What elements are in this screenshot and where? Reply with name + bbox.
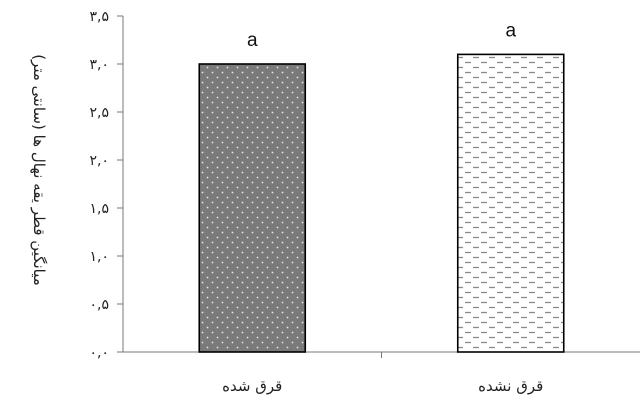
y-tick-label: ۲,۰ (90, 153, 110, 169)
y-axis-title: میانگین قطر یقه نهال ها (سانتی متر) (30, 54, 48, 286)
bar-1 (198, 63, 307, 353)
bar-2 (456, 53, 565, 353)
bars (198, 53, 565, 353)
y-tick-label: ۱,۰ (90, 249, 110, 265)
category-label-1: قرق شده (222, 377, 282, 395)
x-axis (123, 351, 640, 358)
y-axis: ۰,۰ ۰,۵ ۱,۰ ۱,۵ ۲,۰ ۲,۵ ۳,۰ ۳,۵ (90, 9, 124, 361)
data-label-2: a (505, 20, 516, 41)
y-tick-label: ۳,۰ (90, 57, 110, 73)
y-tick-label: ۱,۵ (90, 201, 110, 217)
y-tick-label: ۰,۵ (90, 297, 110, 313)
category-label-2: قرق نشده (478, 377, 543, 395)
category-labels: قرق شده قرق نشده (222, 377, 543, 395)
data-label-1: a (247, 30, 258, 51)
y-tick-label: ۳,۵ (90, 9, 110, 25)
y-tick-label: ۲,۵ (90, 105, 110, 121)
y-tick-label: ۰,۰ (90, 345, 110, 361)
